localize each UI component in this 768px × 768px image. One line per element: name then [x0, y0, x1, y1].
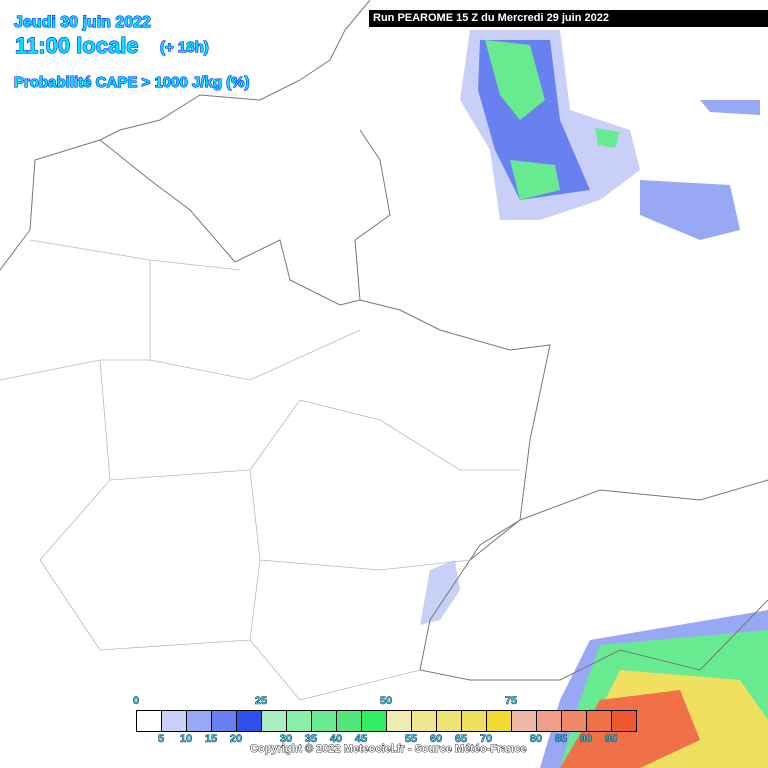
forecast-time: 11:00 locale: [15, 33, 140, 59]
forecast-date: Jeudi 30 juin 2022: [14, 14, 152, 32]
legend-label-bottom: 60: [429, 733, 443, 746]
parameter-title: Probabilité CAPE > 1000 J/kg (%): [14, 74, 250, 92]
legend-swatch: [412, 711, 437, 731]
legend-swatch: [387, 711, 412, 731]
legend-label-bottom: 80: [529, 733, 543, 746]
germany-border: [359, 299, 551, 561]
legend-swatch: [337, 711, 362, 731]
legend-label-bottom: 10: [179, 733, 193, 746]
legend-swatch: [537, 711, 562, 731]
belgium-border: [99, 129, 391, 306]
legend-label-top: 25: [254, 695, 268, 708]
legend-swatch: [262, 711, 287, 731]
field-northeast-green: [485, 40, 620, 200]
legend-label-bottom: 35: [304, 733, 318, 746]
borders: [0, 0, 768, 681]
legend-swatch: [512, 711, 537, 731]
legend-swatch: [362, 711, 387, 731]
legend-label-top: 50: [379, 695, 393, 708]
legend-swatch: [312, 711, 337, 731]
legend-label-bottom: 40: [329, 733, 343, 746]
copyright: Copyright © 2022 Meteociel.fr - Source M…: [250, 743, 527, 756]
legend-label-top: 0: [132, 695, 140, 708]
legend-swatch: [212, 711, 237, 731]
field-east: [640, 100, 760, 240]
legend-label-bottom: 20: [229, 733, 243, 746]
legend-swatch: [562, 711, 587, 731]
legend-label-bottom: 65: [454, 733, 468, 746]
legend-label-top: 75: [504, 695, 518, 708]
forecast-offset: (+ 18h): [160, 39, 210, 57]
color-legend: [136, 710, 637, 732]
legend-label-bottom: 85: [554, 733, 568, 746]
legend-label-bottom: 70: [479, 733, 493, 746]
regional-borders: [0, 239, 520, 701]
coastline: [0, 0, 371, 271]
legend-swatch: [162, 711, 187, 731]
field-jura: [420, 560, 460, 625]
legend-label-bottom: 30: [279, 733, 293, 746]
legend-label-bottom: 5: [157, 733, 165, 746]
swiss-border: [469, 479, 768, 561]
legend-swatch: [462, 711, 487, 731]
legend-swatch: [287, 711, 312, 731]
legend-label-bottom: 90: [579, 733, 593, 746]
legend-swatch: [187, 711, 212, 731]
legend-swatch: [587, 711, 612, 731]
legend-swatch: [437, 711, 462, 731]
italy-border: [419, 559, 768, 681]
legend-label-bottom: 15: [204, 733, 218, 746]
probability-fields: [420, 30, 768, 768]
legend-label-bottom: 45: [354, 733, 368, 746]
legend-swatch: [237, 711, 262, 731]
legend-label-bottom: 55: [404, 733, 418, 746]
legend-swatch: [487, 711, 512, 731]
legend-swatch: [612, 711, 636, 731]
legend-swatch: [137, 711, 162, 731]
legend-label-bottom: 95: [604, 733, 618, 746]
run-banner: Run PEAROME 15 Z du Mercredi 29 juin 202…: [369, 10, 768, 27]
